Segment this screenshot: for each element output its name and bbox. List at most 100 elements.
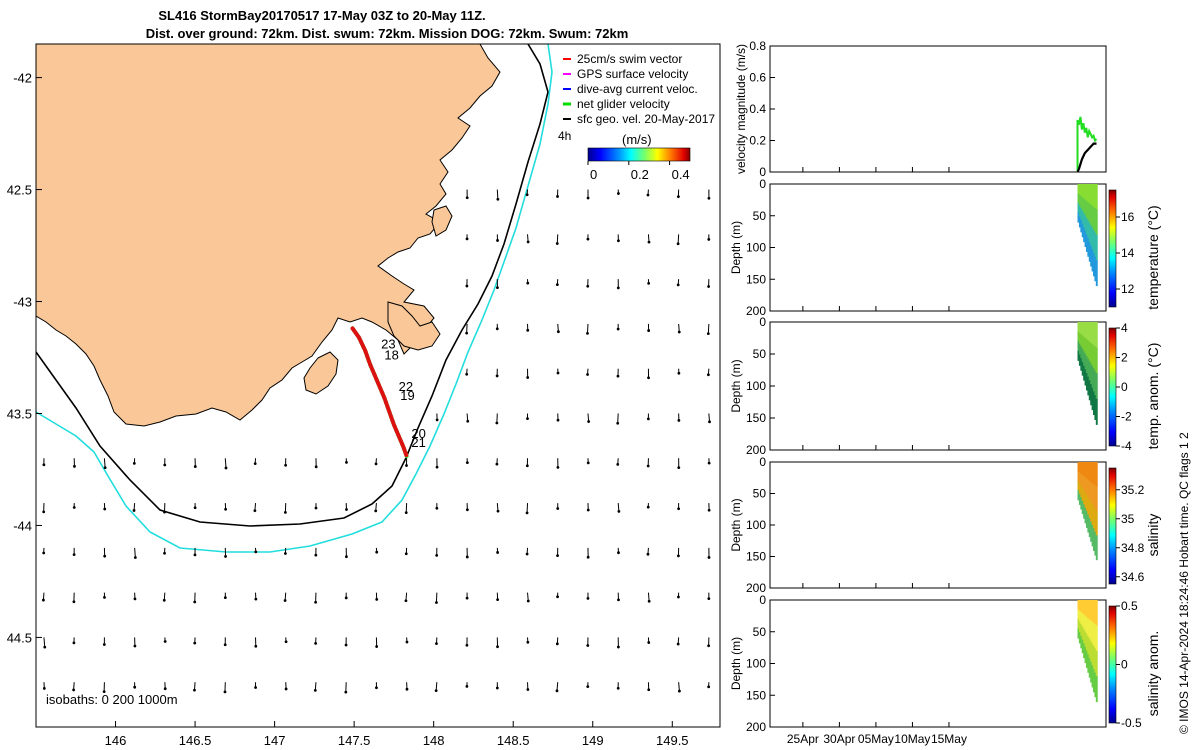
velocity-arrow-head [496, 197, 500, 201]
velocity-arrow-head [616, 645, 620, 649]
depth-y-tick-label: 200 [746, 443, 766, 457]
section-cell [1094, 395, 1097, 420]
velocity-y-label: velocity magnitude (m/s) [734, 44, 748, 174]
section-cell [1084, 322, 1087, 339]
map-x-tick-label: 146.5 [179, 733, 212, 748]
velocity-arrow-head [616, 421, 620, 425]
velocity-arrow-head [647, 282, 651, 285]
velocity-arrow-head [435, 418, 439, 422]
section-cell [1091, 184, 1094, 207]
velocity-arrow-head [555, 283, 559, 287]
section-cell [1094, 531, 1097, 556]
velocity-arrow-head [42, 510, 46, 514]
velocity-arrow-head [555, 642, 559, 646]
section-cell [1078, 610, 1081, 622]
velocity-arrow-head [586, 555, 590, 559]
velocity-arrow-head [495, 462, 499, 466]
depth-y-tick-label: 50 [753, 347, 767, 361]
section-cell [1093, 322, 1095, 346]
section-cell [1095, 234, 1098, 261]
velocity-arrow-head [707, 461, 711, 465]
section-cell [1081, 500, 1084, 515]
velocity-arrow-head [465, 331, 469, 335]
velocity-arrow-head [314, 600, 318, 604]
velocity-arrow-head [405, 640, 409, 644]
velocity-arrow-head [344, 643, 348, 647]
velocity-arrow-head [556, 371, 560, 375]
velocity-arrow-head [133, 597, 137, 601]
section-cell [1095, 347, 1098, 374]
section-cell [1087, 184, 1090, 203]
velocity-arrow-head [526, 240, 530, 244]
velocity-arrow-head [556, 330, 560, 334]
velocity-arrow-head [586, 237, 590, 241]
depth-panel-colorbar [1108, 327, 1117, 447]
section-cell [1093, 645, 1095, 670]
section-cell [1084, 462, 1087, 478]
section-cell [1078, 194, 1081, 206]
legend-entry: 25cm/s swim vector [577, 52, 682, 66]
velocity-arrow-head [193, 506, 197, 510]
colorbar-tick-label: -2 [1121, 410, 1132, 424]
section-cell [1085, 338, 1088, 357]
map-x-tick-label: 149.5 [656, 733, 689, 748]
section-cell [1095, 486, 1098, 512]
velocity-arrow-head [43, 645, 47, 649]
velocity-arrow-head [646, 417, 650, 421]
track-day-label: 21 [411, 435, 425, 450]
velocity-arrow-head [556, 554, 559, 558]
velocity-arrow-head [677, 689, 681, 693]
section-cell [1087, 600, 1090, 619]
velocity-arrow-head [435, 601, 438, 604]
section-cell [1093, 600, 1095, 624]
section-cell [1083, 184, 1086, 199]
depth-panel-colorbar [1108, 605, 1117, 724]
velocity-arrow-head [102, 690, 106, 694]
section-cell [1095, 373, 1098, 400]
track-day-label: 18 [384, 348, 398, 363]
section-cell [1077, 322, 1080, 333]
section-cell [1085, 462, 1088, 479]
section-cell [1078, 600, 1081, 612]
section-cell [1095, 209, 1098, 236]
velocity-arrow-head [676, 195, 680, 199]
depth-y-tick-label: 200 [746, 720, 766, 734]
section-cell [1083, 643, 1086, 659]
map-x-tick-label: 147.5 [338, 733, 371, 748]
section-cell [1088, 241, 1091, 262]
velocity-arrow-head [525, 193, 529, 197]
velocity-arrow-head [42, 463, 46, 467]
section-cell [1080, 219, 1083, 233]
velocity-arrow-head [103, 595, 106, 599]
velocity-arrow-head [646, 464, 650, 468]
velocity-arrow-head [556, 465, 560, 469]
section-cell [1085, 355, 1088, 374]
velocity-arrow [678, 682, 680, 692]
velocity-arrow-head [677, 595, 680, 599]
velocity-arrow-head [496, 286, 499, 290]
velocity-arrow-head [344, 690, 348, 694]
section-cell [1080, 473, 1083, 487]
section-cell [1083, 614, 1086, 630]
isobath-200m [36, 44, 549, 527]
velocity-arrow-head [133, 685, 137, 689]
section-cell [1090, 462, 1093, 483]
section-cell [1094, 508, 1097, 533]
section-cell [1084, 646, 1087, 664]
velocity-arrow-head [616, 327, 620, 331]
velocity-arrow-head [254, 686, 257, 689]
velocity-arrow-head [465, 237, 469, 241]
section-cell [1093, 462, 1095, 485]
section-cell [1090, 342, 1093, 364]
section-cell [1088, 600, 1091, 620]
section-cell [1077, 350, 1080, 361]
depth-panel-frame [769, 321, 1107, 451]
section-cell [1081, 197, 1084, 211]
section-cell [1091, 524, 1094, 547]
section-cell [1088, 657, 1091, 678]
velocity-arrow-head [617, 598, 620, 602]
velocity-arrow-head [435, 506, 439, 510]
section-cell [1084, 477, 1087, 493]
section-cell [1084, 230, 1087, 248]
velocity-y-tick-label: 0 [759, 165, 766, 179]
